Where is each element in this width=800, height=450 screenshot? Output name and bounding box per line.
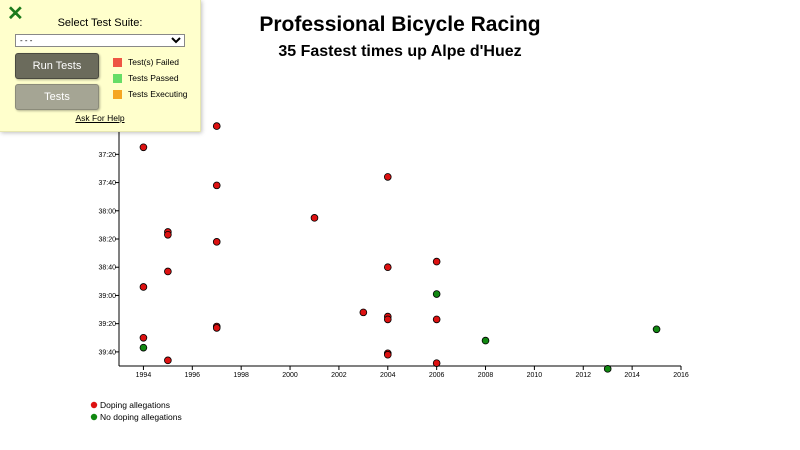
tests-button[interactable]: Tests xyxy=(15,84,99,110)
doping-point[interactable] xyxy=(164,356,172,365)
doping-point[interactable] xyxy=(139,143,148,152)
doping-point[interactable] xyxy=(212,238,221,246)
clean-point[interactable] xyxy=(481,336,490,345)
status-failed: Test(s) Failed xyxy=(113,57,179,67)
doping-point[interactable] xyxy=(432,359,441,367)
y-tick-label: 37:20 xyxy=(98,152,116,159)
chart-subtitle: 35 Fastest times up Alpe d'Huez xyxy=(278,43,521,60)
status-passed: Tests Passed xyxy=(113,73,179,83)
legend-marker xyxy=(90,401,98,409)
select-test-suite-label: Select Test Suite: xyxy=(57,17,143,29)
status-executing-label: Tests Executing xyxy=(128,89,188,99)
axes: 1994 1996 1998 2000 2002 2004 2006 2008 2010 2012… xyxy=(98,112,689,379)
doping-point[interactable] xyxy=(212,122,221,130)
chart-title: Professional Bicycle Racing xyxy=(259,13,540,36)
y-tick-label: 39:00 xyxy=(98,293,116,300)
x-tick-label: 2006 xyxy=(429,372,445,379)
status-passed-label: Tests Passed xyxy=(128,73,179,83)
legend: Doping allegations No doping allegations xyxy=(90,400,182,422)
run-tests-button[interactable]: Run Tests xyxy=(15,53,99,79)
doping-point[interactable] xyxy=(139,283,148,291)
x-tick-label: 1994 xyxy=(136,372,152,379)
x-tick-label: 2010 xyxy=(527,372,543,379)
ask-for-help-link[interactable]: Ask For Help xyxy=(75,113,125,123)
data-points xyxy=(139,108,661,373)
y-tick-label: 38:40 xyxy=(98,265,116,272)
doping-point[interactable] xyxy=(212,324,221,332)
doping-point[interactable] xyxy=(310,214,319,222)
x-tick-label: 1998 xyxy=(233,372,249,379)
doping-point[interactable] xyxy=(359,308,368,317)
clean-point[interactable] xyxy=(603,365,612,373)
doping-point[interactable] xyxy=(383,315,392,324)
clean-point[interactable] xyxy=(652,325,661,334)
doping-point[interactable] xyxy=(139,333,148,342)
doping-point[interactable] xyxy=(383,173,392,181)
x-tick-label: 2002 xyxy=(331,372,347,379)
legend-marker xyxy=(90,413,98,421)
failed-swatch xyxy=(113,57,122,67)
doping-point[interactable] xyxy=(164,230,172,239)
status-failed-label: Test(s) Failed xyxy=(128,57,180,67)
legend-label: No doping allegations xyxy=(100,412,182,422)
x-tick-label: 2004 xyxy=(380,372,396,379)
passed-swatch xyxy=(113,73,122,83)
clean-point[interactable] xyxy=(432,290,441,298)
doping-point[interactable] xyxy=(164,267,172,276)
x-tick-label: 2008 xyxy=(478,372,494,379)
clean-point[interactable] xyxy=(139,343,148,352)
status-executing: Tests Executing xyxy=(113,89,188,99)
y-tick-label: 39:40 xyxy=(98,349,116,356)
legend-label: Doping allegations xyxy=(100,400,170,410)
doping-point[interactable] xyxy=(432,257,441,266)
executing-swatch xyxy=(113,89,122,99)
x-tick-label: 2000 xyxy=(282,372,298,379)
close-icon[interactable]: ✕ xyxy=(7,3,24,25)
test-suite-panel: ✕ Select Test Suite: - - - Run Tests Tes… xyxy=(0,0,201,132)
x-tick-label: 2012 xyxy=(575,372,591,379)
doping-point[interactable] xyxy=(212,181,221,190)
y-tick-label: 39:20 xyxy=(98,321,116,328)
y-tick-label: 38:00 xyxy=(98,208,116,215)
doping-point[interactable] xyxy=(432,315,441,324)
x-tick-label: 2016 xyxy=(673,372,689,379)
test-suite-select[interactable]: - - - xyxy=(15,34,185,47)
y-tick-label: 38:20 xyxy=(98,237,116,244)
x-tick-label: 1996 xyxy=(185,372,201,379)
doping-point[interactable] xyxy=(383,350,392,359)
x-tick-label: 2014 xyxy=(624,372,640,379)
doping-point[interactable] xyxy=(383,263,392,272)
y-tick-label: 37:40 xyxy=(98,180,116,187)
